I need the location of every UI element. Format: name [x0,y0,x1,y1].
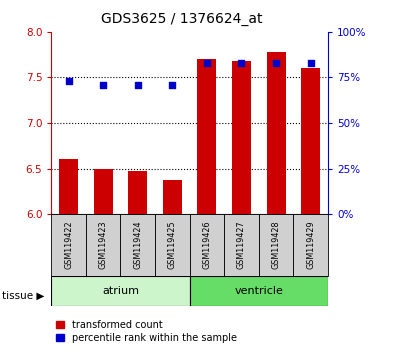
Point [135,82,141,87]
Text: GSM119425: GSM119425 [168,221,177,269]
Text: GDS3625 / 1376624_at: GDS3625 / 1376624_at [101,12,262,27]
Point [307,60,314,66]
Point [100,82,106,87]
Point [169,82,175,87]
Text: GSM119426: GSM119426 [202,221,211,269]
Bar [51,214,86,276]
Bar [301,68,320,214]
Text: GSM119427: GSM119427 [237,221,246,269]
Bar [198,59,216,214]
Bar [267,52,286,214]
Text: GSM119429: GSM119429 [306,221,315,269]
Bar [163,179,182,214]
Text: GSM119424: GSM119424 [133,221,142,269]
Point [204,60,210,66]
Point [273,60,279,66]
Bar [128,171,147,214]
Bar [51,276,190,306]
Text: ventricle: ventricle [234,286,283,296]
Bar [190,276,328,306]
Legend: transformed count, percentile rank within the sample: transformed count, percentile rank withi… [56,320,237,343]
Text: GSM119423: GSM119423 [99,221,108,269]
Bar [86,214,120,276]
Bar [259,214,293,276]
Bar [293,214,328,276]
Text: atrium: atrium [102,286,139,296]
Text: tissue ▶: tissue ▶ [2,291,44,301]
Bar [59,159,78,214]
Point [238,60,245,66]
Bar [224,214,259,276]
Bar [94,169,113,214]
Bar [190,214,224,276]
Point [66,78,72,84]
Text: GSM119422: GSM119422 [64,221,73,269]
Bar [120,214,155,276]
Bar [155,214,190,276]
Bar [232,61,251,214]
Text: GSM119428: GSM119428 [271,221,280,269]
